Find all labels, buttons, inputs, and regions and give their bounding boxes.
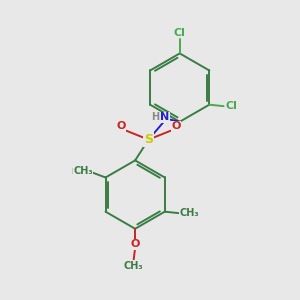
Text: O: O <box>116 121 126 131</box>
Text: Cl: Cl <box>226 101 238 111</box>
Text: O: O <box>172 121 181 131</box>
Text: CH₃: CH₃ <box>73 166 93 176</box>
Text: O: O <box>130 239 140 249</box>
Text: Cl: Cl <box>174 28 186 38</box>
Text: CH₃: CH₃ <box>180 208 199 218</box>
Text: N: N <box>160 112 170 122</box>
Text: me: me <box>72 166 88 176</box>
Text: S: S <box>144 133 153 146</box>
Text: H: H <box>151 112 159 122</box>
Text: CH₃: CH₃ <box>124 261 143 271</box>
Text: m: m <box>76 167 86 176</box>
